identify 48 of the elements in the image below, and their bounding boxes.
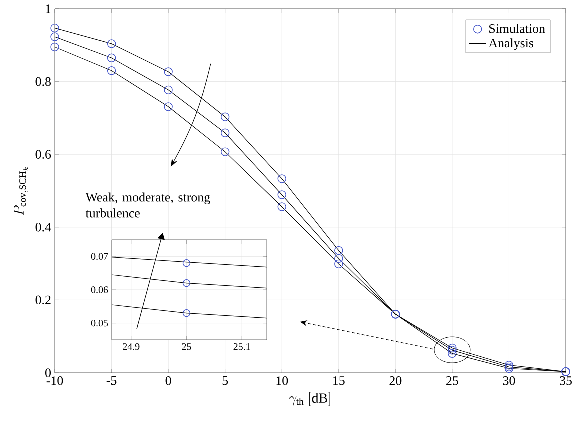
x-tick-label: 35 [560, 376, 572, 386]
x-tick-label: 10 [276, 376, 288, 386]
point [164, 86, 173, 95]
point [164, 68, 173, 76]
point [220, 128, 230, 138]
x-tick-label: 25 [446, 376, 458, 386]
y-tick-label: 0.8 [36, 77, 51, 86]
legend-label: Analysis [488, 38, 534, 50]
x-tick-label: 30 [503, 376, 516, 386]
y-tick-label: 0 [46, 368, 51, 378]
x-tick-label: 25 [182, 344, 192, 350]
y-tick-label: 1 [46, 4, 51, 14]
x-tick-label: 15 [334, 376, 345, 386]
point [220, 148, 230, 156]
point [278, 190, 286, 200]
x-tick-label: 24.9 [123, 344, 140, 350]
point [50, 42, 60, 52]
y-tick-label: 0.06 [91, 286, 108, 294]
y-tick-label: 0.2 [36, 296, 51, 305]
point [334, 246, 344, 256]
point [107, 54, 116, 62]
x-tick-label: 20 [390, 376, 402, 386]
x-tick-label: 25.1 [234, 344, 250, 350]
point [434, 336, 471, 364]
x-axis-title: $\gamma_{\mathrm{th}}\ \mathrm{[dB]}$ [289, 392, 330, 406]
point [278, 202, 286, 212]
point [278, 174, 286, 184]
point [107, 66, 116, 76]
annotation: Weak, moderate, strong turbulence [86, 192, 210, 218]
x-tick-label: -5 [106, 376, 117, 386]
point [107, 40, 116, 48]
point [448, 346, 457, 355]
point [50, 24, 60, 33]
point [50, 32, 60, 42]
y-tick-label: 0.05 [91, 320, 108, 327]
point [164, 102, 173, 112]
legend-label: Simulation [490, 24, 546, 34]
y-tick-label: 0.6 [36, 150, 52, 159]
x-tick-label: 5 [222, 376, 228, 386]
x-tick-label: -10 [46, 376, 64, 386]
y-tick-label: 0.07 [91, 253, 108, 260]
point [334, 254, 344, 264]
point [220, 112, 230, 122]
point [504, 361, 514, 370]
point [334, 260, 344, 269]
y-tick-label: 0.4 [36, 223, 52, 232]
x-tick-label: 0 [166, 376, 172, 386]
y-axis-title: $P_{\mathrm{cov,SCH}_k}$ [14, 167, 29, 216]
